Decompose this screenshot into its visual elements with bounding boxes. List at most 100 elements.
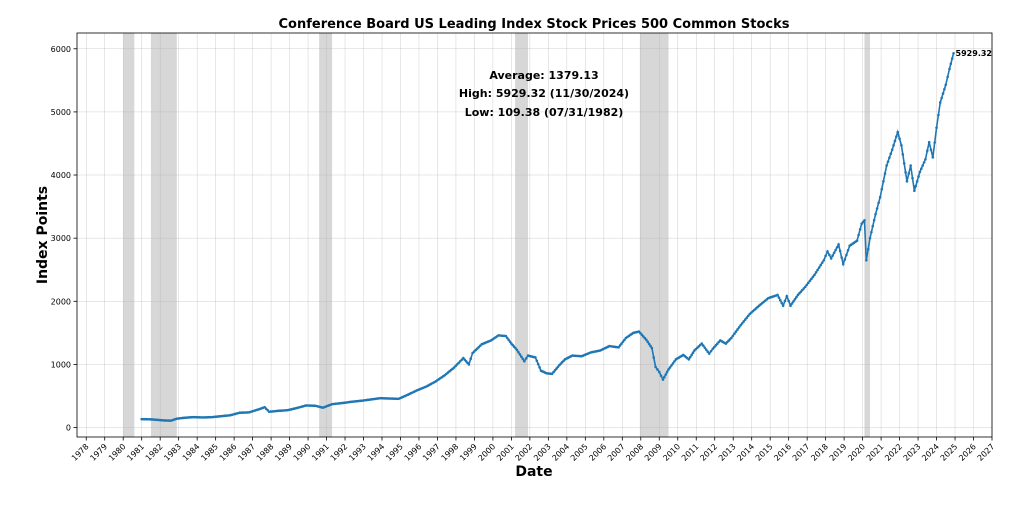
data-point-528 xyxy=(944,83,948,87)
data-point-500 xyxy=(900,144,903,147)
data-point-497 xyxy=(895,135,898,138)
data-point-516 xyxy=(924,157,927,161)
data-point-363 xyxy=(690,353,693,357)
y-tick-label-6000: 6000 xyxy=(51,45,71,54)
data-point-338 xyxy=(652,356,656,359)
data-point-447 xyxy=(817,266,821,269)
data-point-493 xyxy=(889,152,893,156)
data-point-444 xyxy=(813,273,816,277)
data-point-361 xyxy=(687,358,691,361)
data-point-401 xyxy=(747,314,750,318)
data-point-463 xyxy=(843,258,847,261)
data-point-450 xyxy=(822,258,826,262)
data-point-459 xyxy=(837,243,840,246)
data-point-519 xyxy=(929,148,933,152)
data-point-533 xyxy=(952,51,955,55)
data-point-421 xyxy=(777,296,781,299)
data-point-456 xyxy=(832,251,836,255)
data-point-430 xyxy=(792,300,795,303)
data-point-523 xyxy=(937,113,940,117)
recession-band-5 xyxy=(864,33,870,437)
data-point-478 xyxy=(866,247,870,251)
data-point-441 xyxy=(808,279,812,283)
data-point-482 xyxy=(872,218,876,222)
data-point-512 xyxy=(918,170,922,174)
data-point-451 xyxy=(824,254,827,258)
data-point-250 xyxy=(521,357,525,361)
data-point-504 xyxy=(905,180,909,183)
data-point-241 xyxy=(508,340,512,343)
data-point-473 xyxy=(858,228,862,231)
data-point-462 xyxy=(841,262,845,266)
data-point-239 xyxy=(505,336,509,340)
data-point-248 xyxy=(518,353,522,356)
data-point-251 xyxy=(523,359,526,363)
data-point-486 xyxy=(878,195,882,199)
data-point-344 xyxy=(663,375,666,379)
data-point-479 xyxy=(868,236,872,240)
y-tick-label-4000: 4000 xyxy=(51,171,71,180)
data-point-260 xyxy=(536,362,540,366)
data-point-252 xyxy=(524,357,528,360)
recession-band-0 xyxy=(123,33,135,437)
data-point-452 xyxy=(826,250,829,253)
series-markers-0 xyxy=(140,51,955,422)
data-point-483 xyxy=(874,212,877,216)
data-point-514 xyxy=(921,164,924,167)
data-point-517 xyxy=(926,149,929,153)
data-point-373 xyxy=(704,348,708,351)
data-point-422 xyxy=(779,299,782,302)
data-point-395 xyxy=(737,326,741,329)
data-point-448 xyxy=(819,263,823,267)
data-point-274 xyxy=(556,365,560,369)
data-point-364 xyxy=(691,351,695,355)
data-point-336 xyxy=(649,344,652,348)
data-point-510 xyxy=(915,180,919,183)
data-point-443 xyxy=(811,275,815,279)
y-tick-label-5000: 5000 xyxy=(51,108,71,117)
data-point-481 xyxy=(871,224,875,228)
data-point-440 xyxy=(807,281,810,285)
y-tick-label-2000: 2000 xyxy=(51,297,71,306)
data-point-272 xyxy=(553,369,557,372)
data-point-490 xyxy=(885,164,888,167)
x-axis-label: Date xyxy=(515,464,552,480)
recession-band-4 xyxy=(639,33,669,437)
stat-low: Low: 109.38 (07/31/1982) xyxy=(465,106,624,119)
data-point-461 xyxy=(840,256,843,259)
data-point-515 xyxy=(922,161,926,164)
data-point-342 xyxy=(659,374,663,378)
data-point-458 xyxy=(835,245,839,249)
data-point-472 xyxy=(857,233,860,237)
data-point-484 xyxy=(875,207,879,210)
gridlines xyxy=(77,33,993,437)
data-point-518 xyxy=(927,140,931,144)
data-point-498 xyxy=(896,130,900,134)
data-point-522 xyxy=(935,126,938,129)
data-point-420 xyxy=(776,293,779,297)
data-point-513 xyxy=(920,167,923,171)
y-axis-ticks: 0 1000 2000 3000 4000 5000 6000 xyxy=(51,45,77,433)
data-point-429 xyxy=(790,302,794,305)
data-point-391 xyxy=(731,334,735,338)
data-point-529 xyxy=(946,75,949,79)
data-point-423 xyxy=(780,301,784,305)
data-point-464 xyxy=(845,253,848,257)
data-point-454 xyxy=(829,257,833,260)
data-point-340 xyxy=(656,368,659,371)
data-point-511 xyxy=(917,175,920,178)
data-point-455 xyxy=(831,254,834,257)
data-point-215 xyxy=(469,357,473,361)
data-point-524 xyxy=(938,101,942,104)
data-point-370 xyxy=(700,342,704,345)
data-point-457 xyxy=(834,248,837,252)
data-point-531 xyxy=(949,62,953,66)
data-point-526 xyxy=(941,92,945,95)
data-point-465 xyxy=(846,249,850,252)
y-axis-label: Index Points xyxy=(35,186,51,284)
y-tick-label-0: 0 xyxy=(66,424,71,433)
data-point-438 xyxy=(804,285,807,289)
data-point-432 xyxy=(795,295,798,299)
data-point-492 xyxy=(888,156,891,159)
